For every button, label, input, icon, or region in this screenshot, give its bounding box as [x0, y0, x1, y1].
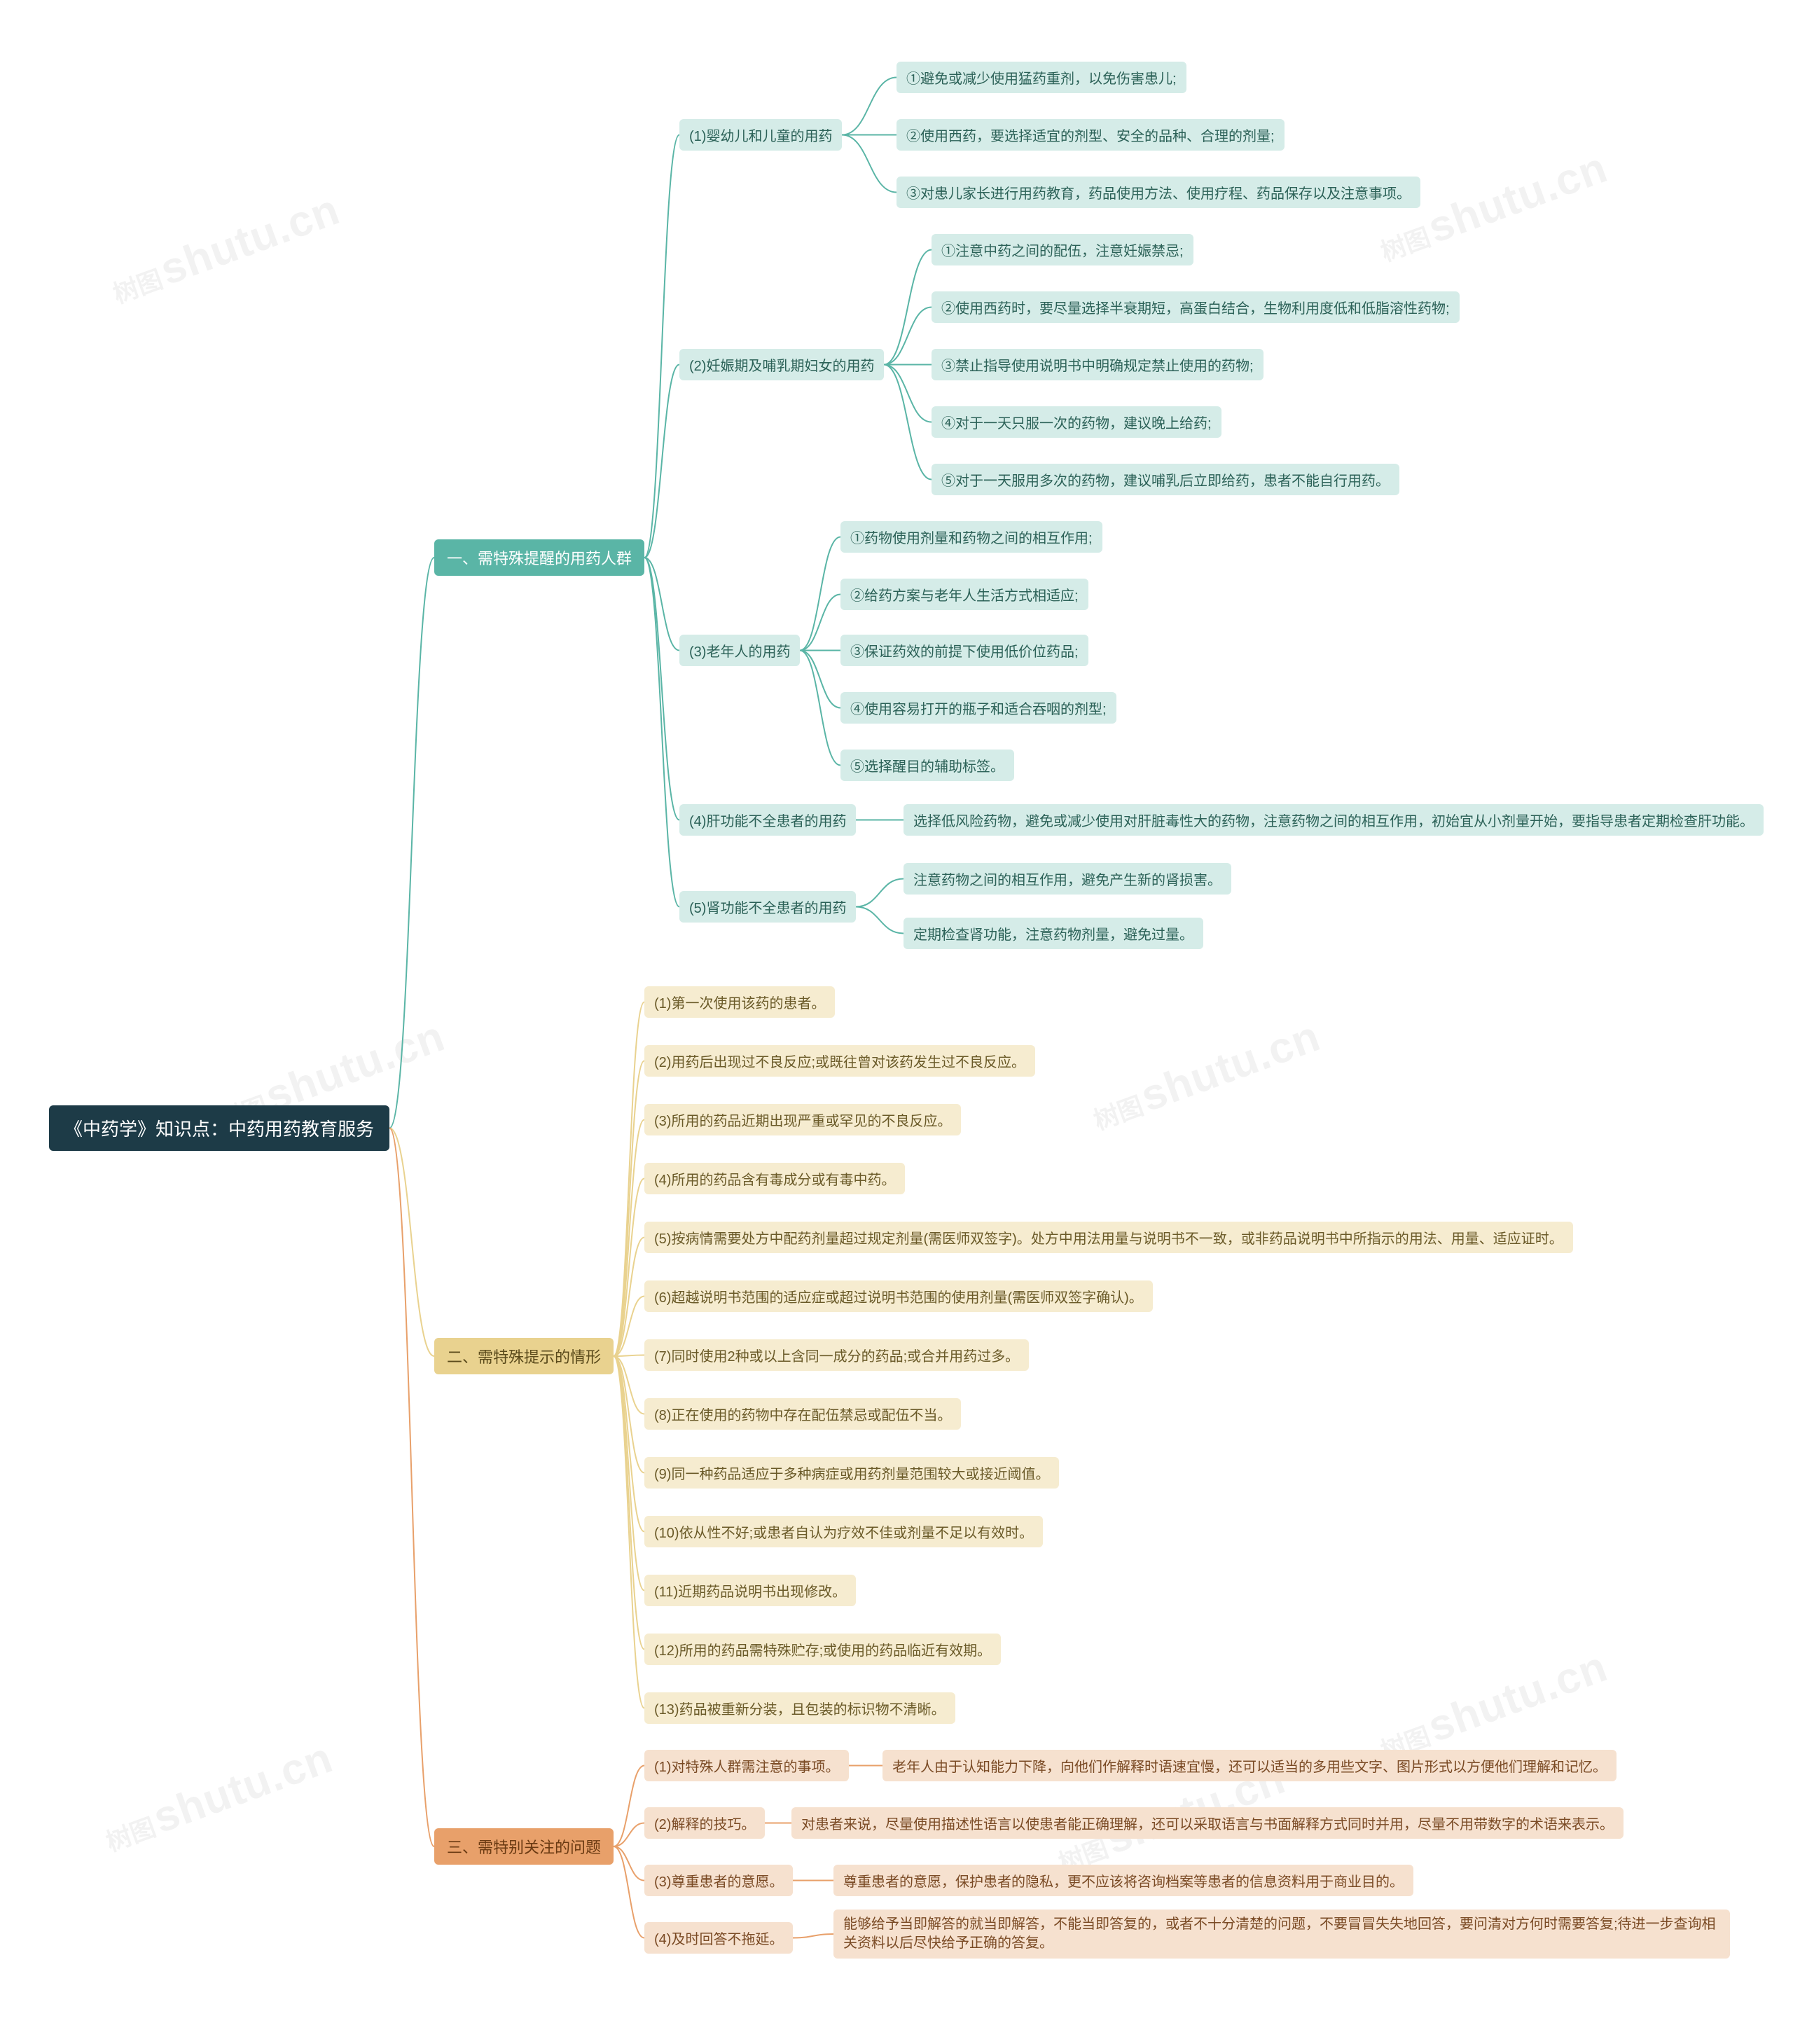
mindmap-node-s2j[interactable]: (10)依从性不好;或患者自认为疗效不佳或剂量不足以有效时。 [644, 1516, 1043, 1547]
edge-s2-s2a [614, 1002, 644, 1357]
edge-s1-s1b [644, 365, 679, 558]
edge-s2-s2b [614, 1061, 644, 1357]
edge-root-s2 [389, 1128, 434, 1357]
edge-s1b-s1b5 [884, 365, 932, 480]
mindmap-node-s1b5[interactable]: ⑤对于一天服用多次的药物，建议哺乳后立即给药，患者不能自行用药。 [932, 464, 1399, 495]
edge-s3-s3c [614, 1846, 644, 1881]
edge-root-s1 [389, 558, 434, 1128]
mindmap-node-s1b[interactable]: (2)妊娠期及哺乳期妇女的用药 [679, 349, 884, 380]
mindmap-node-s2e[interactable]: (5)按病情需要处方中配药剂量超过规定剂量(需医师双签字)。处方中用法用量与说明… [644, 1222, 1573, 1253]
mindmap-node-s1c3[interactable]: ③保证药效的前提下使用低价位药品; [840, 635, 1088, 666]
mindmap-node-s3a1[interactable]: 老年人由于认知能力下降，向他们作解释时语速宜慢，还可以适当的多用些文字、图片形式… [882, 1750, 1617, 1781]
mindmap-node-s1d[interactable]: (4)肝功能不全患者的用药 [679, 804, 856, 836]
edge-s1b-s1b1 [884, 250, 932, 365]
edge-s3-s3d [614, 1846, 644, 1938]
mindmap-node-s1c4[interactable]: ④使用容易打开的瓶子和适合吞咽的剂型; [840, 692, 1116, 724]
mindmap-node-s2g[interactable]: (7)同时使用2种或以上含同一成分的药品;或合并用药过多。 [644, 1339, 1029, 1371]
edge-s1e-s1e2 [856, 907, 904, 934]
edge-root-s3 [389, 1128, 434, 1847]
mindmap-node-s1c2[interactable]: ②给药方案与老年人生活方式相适应; [840, 579, 1088, 610]
edge-s2-s2k [614, 1356, 644, 1591]
mindmap-node-s2d[interactable]: (4)所用的药品含有毒成分或有毒中药。 [644, 1163, 905, 1194]
mindmap-node-s1a3[interactable]: ③对患儿家长进行用药教育，药品使用方法、使用疗程、药品保存以及注意事项。 [896, 177, 1420, 208]
mindmap-node-s2b[interactable]: (2)用药后出现过不良反应;或既往曾对该药发生过不良反应。 [644, 1045, 1035, 1077]
mindmap-node-s2i[interactable]: (9)同一种药品适应于多种病症或用药剂量范围较大或接近阈值。 [644, 1457, 1059, 1489]
mindmap-node-s1b3[interactable]: ③禁止指导使用说明书中明确规定禁止使用的药物; [932, 349, 1264, 380]
edge-s1e-s1e1 [856, 879, 904, 907]
mindmap-node-s1e2[interactable]: 定期检查肾功能，注意药物剂量，避免过量。 [904, 918, 1203, 949]
edge-s1-s1e [644, 558, 679, 907]
mindmap-node-s1b2[interactable]: ②使用西药时，要尽量选择半衰期短，高蛋白结合，生物利用度低和低脂溶性药物; [932, 291, 1460, 323]
edge-s2-s2m [614, 1356, 644, 1708]
mindmap-node-s3a[interactable]: (1)对特殊人群需注意的事项。 [644, 1750, 849, 1781]
edge-s1c-s1c5 [800, 651, 840, 766]
mindmap-node-s1c5[interactable]: ⑤选择醒目的辅助标签。 [840, 750, 1014, 781]
mindmap-node-s2k[interactable]: (11)近期药品说明书出现修改。 [644, 1575, 856, 1606]
mindmap-node-s1b1[interactable]: ①注意中药之间的配伍，注意妊娠禁忌; [932, 234, 1193, 265]
mindmap-node-s1e[interactable]: (5)肾功能不全患者的用药 [679, 891, 856, 923]
edge-s3-s3a [614, 1766, 644, 1847]
mindmap-node-s3c1[interactable]: 尊重患者的意愿，保护患者的隐私，更不应该将咨询档案等患者的信息资料用于商业目的。 [833, 1865, 1413, 1896]
mindmap-stage: 《中药学》知识点：中药用药教育服务 一、需特殊提醒的用药人群二、需特殊提示的情形三… [0, 0, 1793, 2044]
mindmap-node-s1a2[interactable]: ②使用西药，要选择适宜的剂型、安全的品种、合理的剂量; [896, 119, 1285, 151]
edge-s1-s1c [644, 558, 679, 651]
edge-layer [0, 0, 1793, 2044]
mindmap-node-s3c[interactable]: (3)尊重患者的意愿。 [644, 1865, 793, 1896]
mindmap-node-s2a[interactable]: (1)第一次使用该药的患者。 [644, 986, 835, 1018]
mindmap-node-s2l[interactable]: (12)所用的药品需特殊贮存;或使用的药品临近有效期。 [644, 1634, 1001, 1665]
mindmap-node-s2[interactable]: 二、需特殊提示的情形 [434, 1338, 614, 1374]
mindmap-node-s1c[interactable]: (3)老年人的用药 [679, 635, 800, 666]
mindmap-node-s3[interactable]: 三、需特别关注的问题 [434, 1828, 614, 1865]
edge-s1c-s1c1 [800, 537, 840, 651]
mindmap-node-s3b[interactable]: (2)解释的技巧。 [644, 1807, 765, 1839]
mindmap-node-s1b4[interactable]: ④对于一天只服一次的药物，建议晚上给药; [932, 406, 1221, 438]
mindmap-node-s1a1[interactable]: ①避免或减少使用猛药重剂，以免伤害患儿; [896, 62, 1186, 93]
edge-s1a-s1a1 [842, 78, 896, 135]
edge-s1c-s1c2 [800, 595, 840, 651]
mindmap-node-s1a[interactable]: (1)婴幼儿和儿童的用药 [679, 119, 842, 151]
edge-s3-s3b [614, 1823, 644, 1847]
mindmap-node-s3d1[interactable]: 能够给予当即解答的就当即解答，不能当即答复的，或者不十分清楚的问题，不要冒冒失失… [833, 1910, 1730, 1959]
edge-s2-s2i [614, 1356, 644, 1473]
edge-s1b-s1b4 [884, 365, 932, 422]
edge-s2-s2l [614, 1356, 644, 1650]
edge-s2-s2c [614, 1120, 644, 1357]
mindmap-node-s2f[interactable]: (6)超越说明书范围的适应症或超过说明书范围的使用剂量(需医师双签字确认)。 [644, 1280, 1153, 1312]
mindmap-node-s1c1[interactable]: ①药物使用剂量和药物之间的相互作用; [840, 521, 1102, 553]
mindmap-node-s2m[interactable]: (13)药品被重新分装，且包装的标识物不清晰。 [644, 1692, 955, 1724]
edge-s1b-s1b2 [884, 308, 932, 365]
edge-s1a-s1a3 [842, 135, 896, 193]
mindmap-node-s1e1[interactable]: 注意药物之间的相互作用，避免产生新的肾损害。 [904, 863, 1231, 895]
edge-s1-s1a [644, 135, 679, 558]
mindmap-node-s1[interactable]: 一、需特殊提醒的用药人群 [434, 539, 644, 576]
mindmap-node-s1d1[interactable]: 选择低风险药物，避免或减少使用对肝脏毒性大的药物，注意药物之间的相互作用，初始宜… [904, 804, 1764, 836]
edge-s2-s2j [614, 1356, 644, 1532]
mindmap-node-s3d[interactable]: (4)及时回答不拖延。 [644, 1922, 793, 1954]
mindmap-node-s2c[interactable]: (3)所用的药品近期出现严重或罕见的不良反应。 [644, 1104, 961, 1135]
mindmap-node-root[interactable]: 《中药学》知识点：中药用药教育服务 [49, 1105, 389, 1151]
edge-s1c-s1c4 [800, 651, 840, 708]
edge-s3d-s3d1 [793, 1934, 833, 1938]
edge-s2-s2e [614, 1238, 644, 1357]
edge-s2-s2g [614, 1355, 644, 1357]
edge-s2-s2f [614, 1297, 644, 1357]
mindmap-node-s3b1[interactable]: 对患者来说，尽量使用描述性语言以使患者能正确理解，还可以采取语言与书面解释方式同… [791, 1807, 1624, 1839]
edge-s2-s2h [614, 1356, 644, 1414]
edge-s1-s1d [644, 558, 679, 820]
mindmap-node-s2h[interactable]: (8)正在使用的药物中存在配伍禁忌或配伍不当。 [644, 1398, 961, 1430]
edge-s2-s2d [614, 1179, 644, 1357]
